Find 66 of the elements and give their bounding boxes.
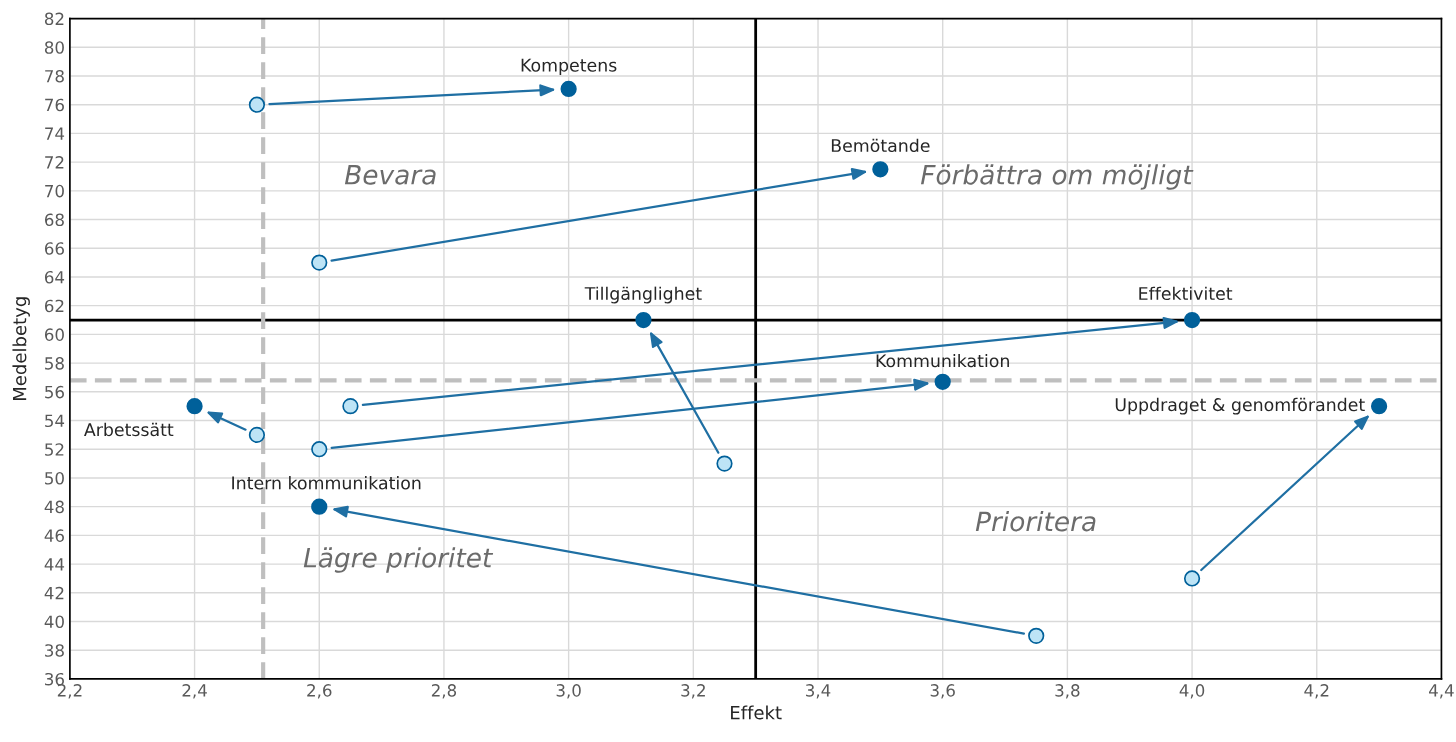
x-tick-label: 2,2 [57,684,82,699]
point [186,398,203,415]
point [342,398,359,415]
annotation: Bemötande [831,138,930,153]
y-tick-label: 44 [44,558,65,571]
y-tick-label: 54 [45,414,65,428]
x-tick-label: 3,6 [930,684,955,699]
annotation: Uppdraget & genomförandet [1115,397,1365,415]
y-tick-label: 38 [45,644,64,657]
point [1028,627,1045,644]
point [560,80,577,98]
y-tick-label: 46 [44,529,64,542]
annotation: Kommunikation [876,353,1009,368]
point [1183,311,1201,329]
point [248,96,266,113]
x-tick-label: 4,2 [1304,684,1329,699]
y-tick-label: 36 [45,672,64,686]
point [635,311,652,329]
y-tick-label: 82 [44,12,64,26]
point [1370,398,1388,415]
x-tick-label: 3,2 [681,684,705,699]
y-tick-label: 80 [44,41,64,54]
annotation: Förbättra om möjligt [920,164,1194,190]
annotation: Arbetssätt [84,422,174,437]
annotation: Lägre prioritet [303,547,494,573]
point [311,254,328,271]
y-tick-label: 56 [45,385,64,399]
x-tick-label: 3,4 [806,684,831,699]
y-tick-label: 62 [44,299,64,313]
annotation: Intern kommunikation [232,476,421,490]
point [934,373,951,390]
point [872,161,889,178]
point [248,426,266,443]
x-tick-label: 2,4 [182,684,207,699]
y-tick-label: 48 [44,500,64,514]
y-tick-label: 74 [45,127,65,140]
y-tick-label: 58 [45,357,64,370]
annotation: Tillgänglighet [584,286,702,304]
x-tick-label: 4,4 [1429,684,1454,699]
x-tick-label: 2,6 [307,684,332,699]
annotation: Effektivitet [1139,286,1233,301]
point [311,441,328,458]
y-tick-label: 50 [45,471,64,485]
x-axis-title: Effekt [731,705,782,720]
y-tick-label: 52 [45,443,64,456]
point [1183,570,1201,587]
y-tick-label: 78 [45,69,64,83]
annotation: Bevara [344,165,436,185]
x-tick-label: 2,8 [431,684,457,699]
y-tick-label: 66 [44,242,64,255]
y-axis-title: Medelbetyg [12,297,30,401]
x-tick-label: 3,8 [1055,684,1080,699]
annotation: Prioritera [975,510,1096,532]
y-tick-label: 42 [44,586,64,600]
y-tick-label: 60 [44,328,64,341]
y-tick-label: 72 [45,156,64,169]
y-tick-label: 70 [45,184,64,198]
annotation: Kompetens [521,58,617,76]
y-tick-label: 40 [44,615,64,629]
x-tick-label: 3,0 [556,684,581,699]
y-tick-label: 64 [44,270,65,284]
y-tick-label: 76 [45,98,64,112]
y-tick-label: 68 [44,213,64,227]
x-tick-label: 4,0 [1179,684,1205,699]
point [311,498,328,515]
point [716,455,733,472]
